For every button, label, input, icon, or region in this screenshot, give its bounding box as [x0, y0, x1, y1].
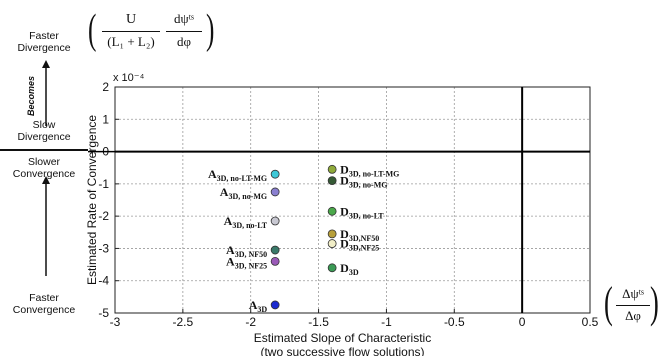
data-point: [327, 206, 337, 216]
x-formula-fraction-bar: [616, 305, 650, 306]
slower-convergence-line1: Slower: [27, 156, 61, 168]
data-point: [270, 169, 280, 179]
formula-numerator-right: dψᵗˢ: [174, 11, 194, 26]
formula-numerator-left: U: [125, 12, 137, 27]
y-tick-label: -3: [98, 241, 109, 255]
data-point: [270, 216, 280, 226]
point-label: A3D: [249, 298, 268, 314]
x-formula-denominator: Δφ: [625, 308, 641, 323]
formula-denominator-left: (L₁ + L₂): [107, 34, 155, 49]
slow-divergence-line1: Slow: [32, 119, 56, 131]
y-tick-label: -2: [98, 209, 109, 223]
formula-fraction-bar-right: [166, 31, 202, 32]
data-point: [327, 164, 337, 174]
data-point: [270, 245, 280, 255]
x-tick-label: 0.5: [582, 315, 599, 329]
y-tick-label: -5: [98, 306, 109, 320]
point-label: A3D, no-LT: [224, 214, 268, 230]
faster-convergence-line2: Convergence: [12, 304, 76, 316]
x-tick-label: -0.5: [444, 315, 465, 329]
x-tick-label: 0: [519, 315, 526, 329]
point-label: D3D, no-LT-MG: [340, 162, 399, 178]
chart-grid: [115, 87, 590, 313]
formula-left-paren: (: [88, 7, 97, 53]
point-label: D3D, no-LT: [340, 204, 384, 220]
data-point: [327, 176, 337, 186]
slower-convergence-line2: Convergence: [12, 168, 76, 180]
x-tick-label: -2.5: [173, 315, 194, 329]
data-point: [327, 239, 337, 248]
formula-fraction-bar-left: [102, 31, 160, 32]
data-point: [270, 300, 280, 310]
y-tick-label: -1: [98, 177, 109, 191]
data-point: [327, 229, 337, 239]
x-axis-formula: ( Δψᵗˢ Δφ ): [604, 280, 660, 330]
y-axis-formula: ( U (L₁ + L₂) dψᵗˢ dφ ): [88, 8, 228, 56]
faster-convergence-label: Faster Convergence: [4, 292, 84, 316]
y-tick-label: -4: [98, 274, 109, 288]
slower-convergence-label: Slower Convergence: [4, 156, 84, 180]
x-axis-label: Estimated Slope of Characteristic: [254, 331, 431, 345]
formula-right-paren: ): [206, 7, 215, 53]
faster-divergence-label: Faster Divergence: [4, 30, 84, 54]
x-tick-label: -1.5: [308, 315, 329, 329]
becomes-arrow: [42, 60, 50, 126]
y-tick-label: 1: [102, 112, 109, 126]
faster-divergence-line1: Faster: [29, 30, 59, 42]
data-point: [327, 263, 337, 273]
slow-divergence-line2: Divergence: [17, 131, 71, 143]
x-tick-label: -1: [381, 315, 392, 329]
y-axis-label: Estimated Rate of Convergence: [85, 115, 99, 285]
x-formula-left-paren: (: [604, 278, 613, 327]
data-point: [270, 256, 280, 266]
x-axis-label-line2: (two successive flow solutions): [260, 345, 424, 356]
point-label: A3D, no-MG: [220, 185, 267, 201]
x-formula-right-paren: ): [650, 278, 659, 327]
y-multiplier: x 10⁻⁴: [113, 72, 145, 84]
data-point: [270, 187, 280, 197]
x-tick-label: -2: [245, 315, 256, 329]
slow-divergence-label: Slow Divergence: [4, 119, 84, 143]
x-tick-label: -3: [110, 315, 121, 329]
faster-convergence-line1: Faster: [29, 292, 59, 304]
y-tick-label: 2: [102, 80, 109, 94]
convergence-arrow: [42, 176, 50, 276]
divider-line: [0, 149, 88, 151]
x-formula-numerator: Δψᵗˢ: [622, 286, 644, 301]
point-label: A3D, no-LT-MG: [208, 167, 267, 183]
point-label: D3D: [340, 261, 359, 277]
faster-divergence-line2: Divergence: [17, 42, 71, 54]
formula-denominator-right: dφ: [176, 34, 191, 49]
plot-frame: [114, 86, 591, 314]
